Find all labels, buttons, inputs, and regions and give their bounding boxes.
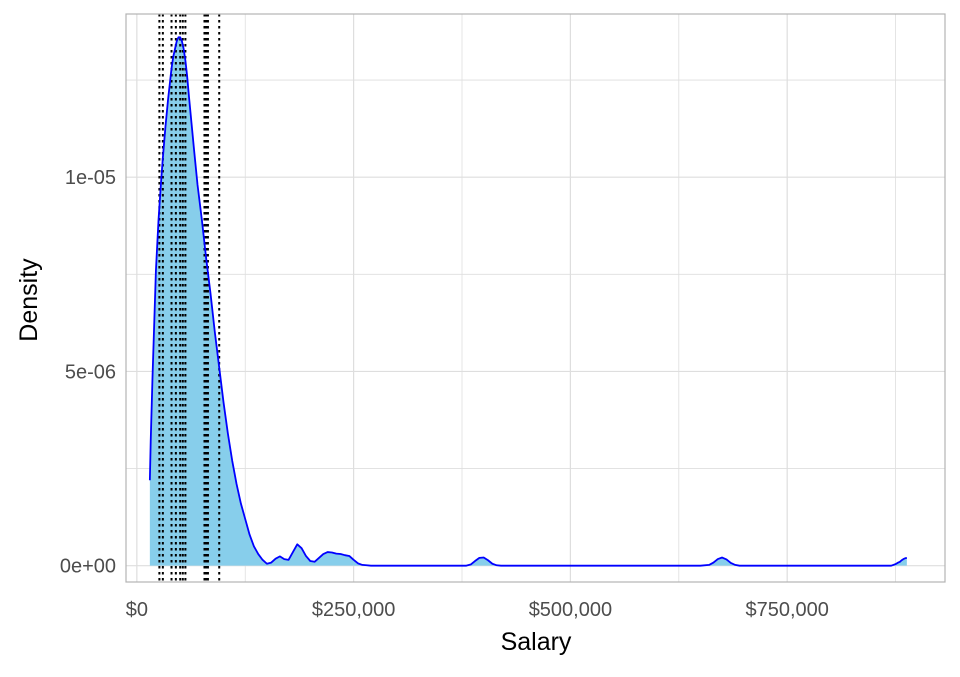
grid-layer	[126, 14, 945, 582]
y-axis-title: Density	[15, 258, 43, 342]
x-tick-label: $0	[126, 599, 148, 621]
density-curve-line	[148, 36, 908, 567]
y-tick-label: 5e-06	[65, 361, 116, 383]
panel-border-layer	[125, 13, 946, 583]
x-tick-label: $750,000	[745, 599, 828, 621]
y-tick-label: 0e+00	[60, 556, 116, 578]
density-fill-layer	[149, 37, 907, 566]
density-curve-layer	[148, 36, 908, 567]
tick-labels-layer: $0 $250,000 $500,000 $750,000 0e+00 5e-06 1e-0…	[60, 167, 829, 621]
vertical-lines-layer	[158, 14, 221, 582]
x-tick-label: $500,000	[529, 599, 612, 621]
x-axis-title: Salary	[501, 628, 572, 656]
density-area-fill	[149, 37, 907, 566]
y-tick-label: 1e-05	[65, 167, 116, 189]
panel-border	[125, 13, 946, 583]
x-tick-label: $250,000	[312, 599, 395, 621]
